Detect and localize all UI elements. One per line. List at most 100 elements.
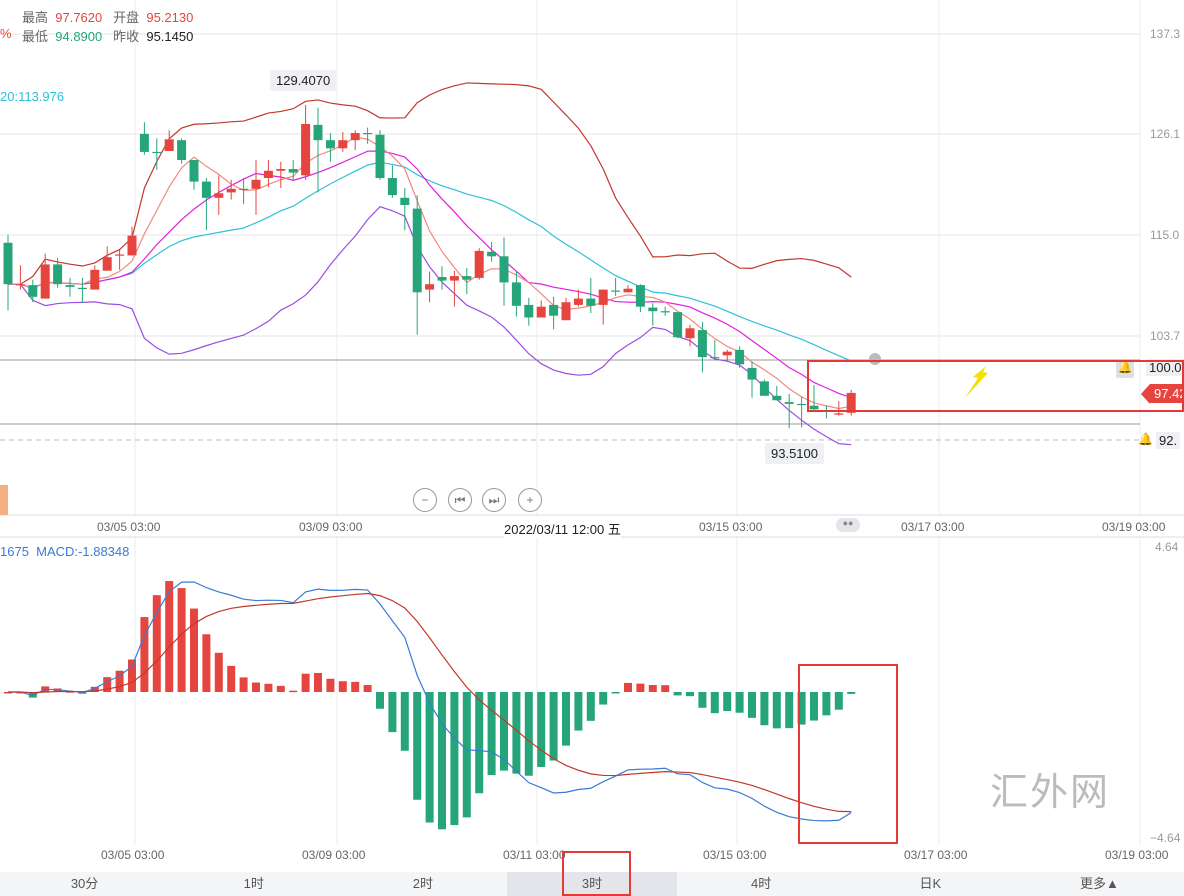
macd-min-tick: −4.64	[1150, 831, 1181, 845]
max-price-tooltip: 129.4070	[270, 70, 337, 91]
x-tick: 03/19 03:00	[1105, 848, 1169, 862]
macd-bar	[847, 692, 856, 694]
macd-bar	[152, 595, 161, 692]
candle-body	[437, 277, 447, 281]
x-tick: 03/15 03:00	[703, 848, 767, 862]
change-pct-partial: %	[0, 26, 12, 41]
candle-body	[325, 140, 335, 149]
macd-bar	[487, 692, 496, 776]
candle-body	[139, 133, 149, 152]
macd-bar	[797, 692, 806, 725]
candle-body	[462, 276, 472, 280]
bell-icon[interactable]: 🔔	[1116, 360, 1134, 378]
x-tick: 03/11 03:00	[503, 848, 566, 862]
x-tick: 03/19 03:00	[1102, 520, 1166, 534]
zoom-out-button[interactable]: −	[413, 488, 437, 512]
candle-body	[846, 392, 856, 413]
macd-bar	[822, 692, 831, 716]
tab-daily[interactable]: 日K	[919, 876, 942, 891]
candle-body	[561, 302, 571, 321]
candle-body	[263, 170, 273, 178]
candle-body	[363, 133, 373, 135]
macd-bar	[512, 692, 521, 774]
dea-line	[8, 592, 852, 813]
tab-2h[interactable]: 2时	[412, 876, 433, 891]
macd-bar	[611, 692, 620, 694]
candle-body	[809, 405, 819, 410]
next-button[interactable]: ⏭	[482, 488, 506, 512]
macd-bar	[4, 692, 12, 694]
candle-body	[487, 251, 497, 257]
candle-body	[214, 193, 224, 198]
candle-body	[90, 269, 100, 290]
tab-4h[interactable]: 4时	[751, 876, 772, 891]
macd-bar	[834, 692, 843, 710]
macd-bar	[351, 681, 360, 692]
x-tick: 03/17 03:00	[904, 848, 968, 862]
macd-bar	[400, 692, 409, 751]
macd-bar	[140, 617, 149, 692]
macd-bar	[388, 692, 397, 733]
candle-body	[635, 285, 645, 307]
macd-bar	[190, 608, 198, 692]
alert-level-100[interactable]: 100.0	[1146, 359, 1184, 376]
drag-handle-icon[interactable]: ●●	[836, 518, 860, 532]
side-panel-toggle[interactable]	[0, 485, 8, 515]
macd-bar	[785, 692, 794, 729]
candle-body	[425, 284, 435, 290]
macd-bar	[227, 665, 236, 692]
candle-body	[759, 381, 769, 396]
candle-body	[697, 330, 707, 358]
current-price-tag: 97.42	[1150, 384, 1184, 403]
min-price-tooltip: 93.5100	[765, 443, 824, 464]
candle-body	[710, 357, 720, 359]
macd-bar	[462, 692, 471, 818]
high-stat: 最高 97.7620 开盘 95.2130	[22, 10, 194, 25]
candle-body	[338, 140, 348, 149]
ma10-line	[8, 150, 852, 399]
macd-bar	[772, 692, 781, 729]
candle-body	[301, 124, 311, 176]
candle-body	[313, 124, 323, 141]
macd-bar	[710, 692, 719, 714]
macd-bar	[524, 692, 533, 776]
tab-1h[interactable]: 1时	[243, 876, 264, 891]
macd-bar	[599, 692, 608, 705]
candle-body	[598, 289, 608, 305]
tab-3h[interactable]: 3时	[507, 872, 677, 896]
candle-body	[586, 298, 596, 306]
x-tick: 03/09 03:00	[302, 848, 366, 862]
candle-body	[28, 285, 38, 297]
x-tick: 03/15 03:00	[699, 520, 763, 534]
prev-button[interactable]: ⏮	[448, 488, 472, 512]
x-tick: 03/05 03:00	[97, 520, 161, 534]
candle-body	[189, 160, 199, 182]
candle-body	[722, 351, 732, 356]
candle-body	[201, 181, 211, 198]
candle-body	[276, 169, 286, 171]
candle-body	[834, 413, 844, 415]
macd-bar	[723, 692, 732, 712]
macd-bar	[748, 692, 756, 718]
tab-30min[interactable]: 30分	[70, 876, 99, 891]
candle-body	[660, 311, 670, 313]
macd-bar	[760, 692, 769, 726]
macd-bar	[103, 677, 112, 692]
macd-bar	[289, 690, 298, 693]
alert-level-92[interactable]: 92.	[1156, 432, 1181, 449]
bell-icon[interactable]: 🔔	[1138, 432, 1153, 446]
candle-body	[549, 304, 559, 316]
macd-bar	[128, 659, 136, 692]
candle-body	[412, 208, 422, 293]
candle-body	[735, 349, 745, 365]
macd-bar	[574, 692, 583, 731]
ma5-line	[8, 136, 852, 410]
macd-bar	[624, 682, 632, 692]
candle-body	[127, 235, 137, 256]
candle-body	[65, 285, 75, 287]
zoom-in-button[interactable]: +	[518, 488, 542, 512]
macd-bar	[239, 677, 248, 692]
candle-body	[573, 298, 583, 305]
tab-more[interactable]: 更多▲	[1079, 876, 1119, 891]
